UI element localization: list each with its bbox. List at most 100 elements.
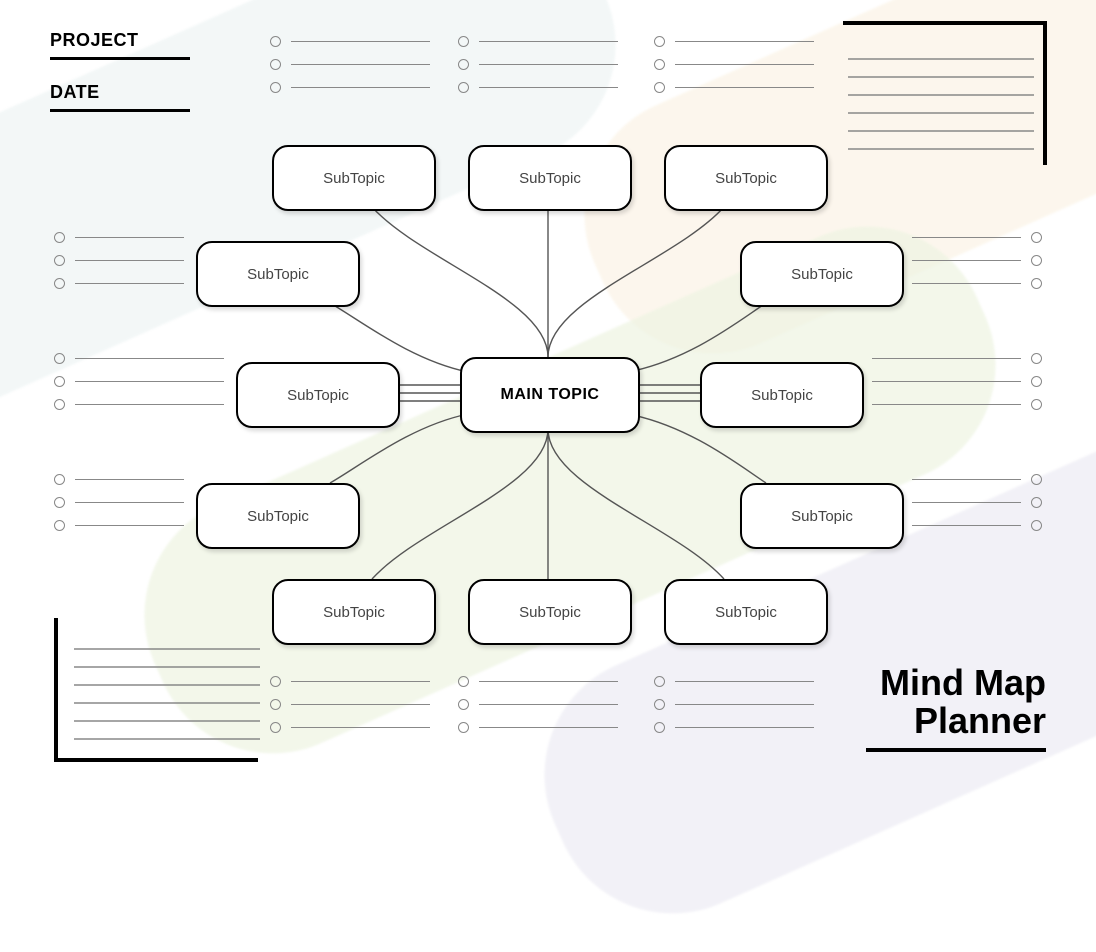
bullet-dot-icon: [654, 699, 665, 710]
bullet-dot-icon: [654, 676, 665, 687]
page-title-line2: Planner: [866, 702, 1046, 740]
bullet-dot-icon: [458, 59, 469, 70]
subtopic-label: SubTopic: [247, 266, 309, 283]
bullet-line-row: [54, 232, 184, 243]
bullet-lines: [54, 353, 224, 422]
bullet-line-row: [654, 676, 814, 687]
subtopic-node[interactable]: SubTopic: [700, 362, 864, 428]
date-label: DATE: [50, 82, 190, 112]
bullet-dot-icon: [1031, 399, 1042, 410]
bullet-dot-icon: [1031, 376, 1042, 387]
bullet-underline: [479, 41, 618, 42]
bullet-underline: [872, 358, 1021, 359]
bullet-dot-icon: [1031, 520, 1042, 531]
bullet-underline: [75, 479, 184, 480]
subtopic-node[interactable]: SubTopic: [468, 145, 632, 211]
subtopic-node[interactable]: SubTopic: [740, 241, 904, 307]
subtopic-node[interactable]: SubTopic: [664, 145, 828, 211]
subtopic-label: SubTopic: [287, 387, 349, 404]
bullet-underline: [912, 479, 1021, 480]
bullet-dot-icon: [54, 353, 65, 364]
bullet-line-row: [270, 36, 430, 47]
subtopic-label: SubTopic: [715, 604, 777, 621]
bullet-underline: [479, 64, 618, 65]
bullet-line-row: [912, 520, 1042, 531]
bullet-dot-icon: [270, 36, 281, 47]
subtopic-node[interactable]: SubTopic: [664, 579, 828, 645]
bullet-underline: [291, 41, 430, 42]
bullet-line-row: [654, 36, 814, 47]
subtopic-node[interactable]: SubTopic: [272, 579, 436, 645]
bullet-underline: [912, 260, 1021, 261]
bullet-line-row: [270, 722, 430, 733]
bullet-dot-icon: [1031, 278, 1042, 289]
subtopic-node[interactable]: SubTopic: [272, 145, 436, 211]
bullet-dot-icon: [458, 699, 469, 710]
bullet-lines: [458, 676, 618, 745]
subtopic-node[interactable]: SubTopic: [236, 362, 400, 428]
bullet-underline: [675, 681, 814, 682]
bullet-lines: [872, 353, 1042, 422]
bullet-line-row: [912, 497, 1042, 508]
bullet-underline: [75, 283, 184, 284]
bullet-line-row: [912, 278, 1042, 289]
bullet-line-row: [54, 278, 184, 289]
bullet-line-row: [458, 699, 618, 710]
bullet-dot-icon: [1031, 232, 1042, 243]
page-title: Mind Map Planner: [866, 664, 1046, 752]
mindmap-canvas: PROJECT DATE MAIN TOPIC SubTopic SubTopic S…: [0, 0, 1096, 776]
bullet-underline: [479, 87, 618, 88]
bullet-lines: [654, 36, 814, 105]
project-label-text: PROJECT: [50, 30, 139, 50]
bullet-underline: [912, 283, 1021, 284]
bullet-line-row: [654, 722, 814, 733]
bullet-underline: [75, 237, 184, 238]
bullet-dot-icon: [458, 722, 469, 733]
bullet-lines: [912, 474, 1042, 543]
bullet-lines: [654, 676, 814, 745]
bullet-dot-icon: [654, 82, 665, 93]
subtopic-node[interactable]: SubTopic: [740, 483, 904, 549]
bullet-dot-icon: [458, 676, 469, 687]
bullet-underline: [291, 681, 430, 682]
bullet-underline: [675, 64, 814, 65]
bullet-dot-icon: [1031, 353, 1042, 364]
bullet-underline: [75, 358, 224, 359]
bullet-lines: [270, 676, 430, 745]
bullet-underline: [479, 704, 618, 705]
bullet-dot-icon: [654, 722, 665, 733]
bullet-line-row: [458, 722, 618, 733]
subtopic-label: SubTopic: [323, 170, 385, 187]
bullet-dot-icon: [54, 497, 65, 508]
bullet-dot-icon: [54, 474, 65, 485]
subtopic-label: SubTopic: [323, 604, 385, 621]
bullet-underline: [291, 87, 430, 88]
bullet-underline: [75, 381, 224, 382]
subtopic-label: SubTopic: [751, 387, 813, 404]
bullet-underline: [291, 64, 430, 65]
project-underline: [50, 57, 190, 60]
bullet-line-row: [54, 353, 224, 364]
subtopic-node[interactable]: SubTopic: [196, 241, 360, 307]
bullet-dot-icon: [270, 722, 281, 733]
notes-lines-top-right: [848, 50, 1034, 158]
subtopic-node[interactable]: SubTopic: [196, 483, 360, 549]
project-label: PROJECT: [50, 30, 190, 60]
bullet-underline: [872, 404, 1021, 405]
bullet-underline: [75, 404, 224, 405]
subtopic-label: SubTopic: [519, 170, 581, 187]
main-topic-label: MAIN TOPIC: [501, 386, 600, 404]
bullet-dot-icon: [1031, 497, 1042, 508]
bullet-line-row: [270, 699, 430, 710]
bullet-dot-icon: [270, 699, 281, 710]
bullet-line-row: [912, 474, 1042, 485]
bullet-underline: [912, 237, 1021, 238]
bullet-dot-icon: [270, 59, 281, 70]
bullet-line-row: [458, 59, 618, 70]
bullet-line-row: [654, 59, 814, 70]
bullet-line-row: [54, 376, 224, 387]
subtopic-node[interactable]: SubTopic: [468, 579, 632, 645]
main-topic-node[interactable]: MAIN TOPIC: [460, 357, 640, 433]
bullet-line-row: [912, 255, 1042, 266]
bullet-underline: [291, 727, 430, 728]
